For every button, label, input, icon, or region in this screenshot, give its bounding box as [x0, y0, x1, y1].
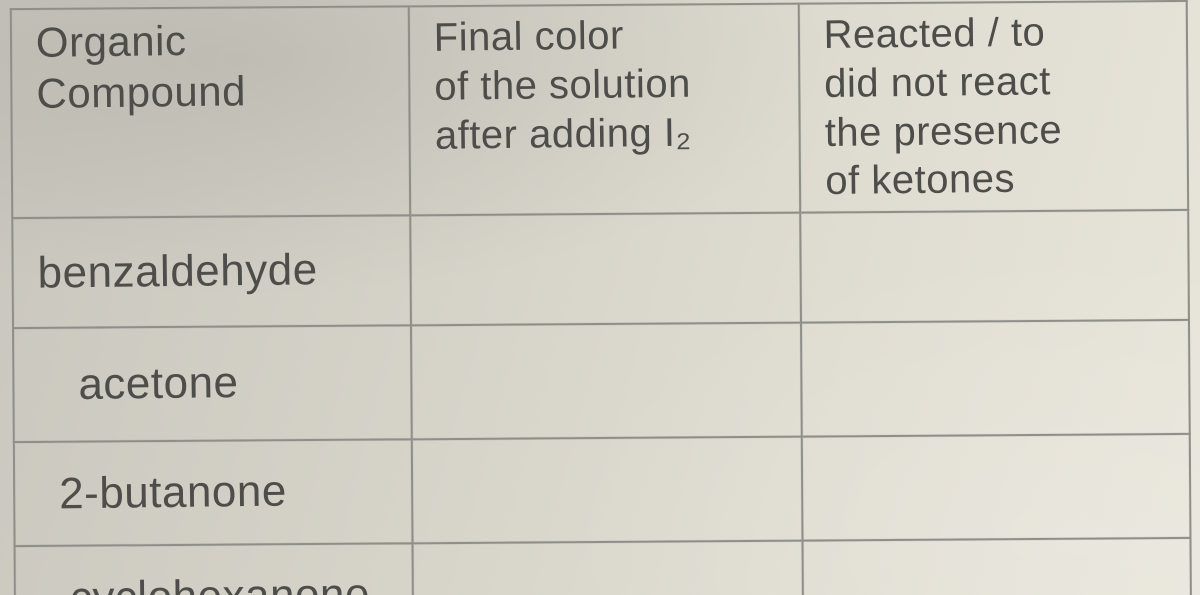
table-row: 2-butanone [14, 434, 1191, 546]
cell-reaction [802, 434, 1191, 541]
cell-reaction [800, 210, 1189, 323]
header-label: Reacted / to did not react the presence … [823, 8, 1063, 206]
cell-final-color [410, 213, 801, 326]
table-row: cyclohexanone [15, 538, 1192, 595]
compound-name: benzaldehyde [37, 244, 318, 301]
cell-final-color [413, 541, 804, 595]
compound-name: cyclohexanone [40, 568, 371, 595]
cell-reaction [803, 538, 1192, 595]
table-row: benzaldehyde [12, 210, 1189, 328]
header-label: Final color of the solution after adding… [433, 11, 691, 161]
compound-name: acetone [38, 356, 239, 412]
iodoform-test-table: Organic Compound Final color of the solu… [10, 0, 1192, 595]
compound-name: 2-butanone [39, 465, 287, 522]
cell-compound: benzaldehyde [12, 216, 411, 329]
table-header-row: Organic Compound Final color of the solu… [11, 1, 1188, 218]
header-label: Organic Compound [36, 13, 393, 120]
cell-compound: 2-butanone [14, 440, 413, 547]
table-row: acetone [13, 320, 1190, 442]
cell-final-color [412, 437, 803, 544]
cell-compound: acetone [13, 326, 412, 443]
cell-final-color [411, 323, 802, 440]
header-final-color: Final color of the solution after adding… [409, 4, 800, 216]
cell-reaction [801, 320, 1190, 437]
cell-compound: cyclohexanone [15, 544, 414, 595]
header-reaction: Reacted / to did not react the presence … [799, 1, 1188, 213]
header-organic-compound: Organic Compound [11, 6, 410, 218]
